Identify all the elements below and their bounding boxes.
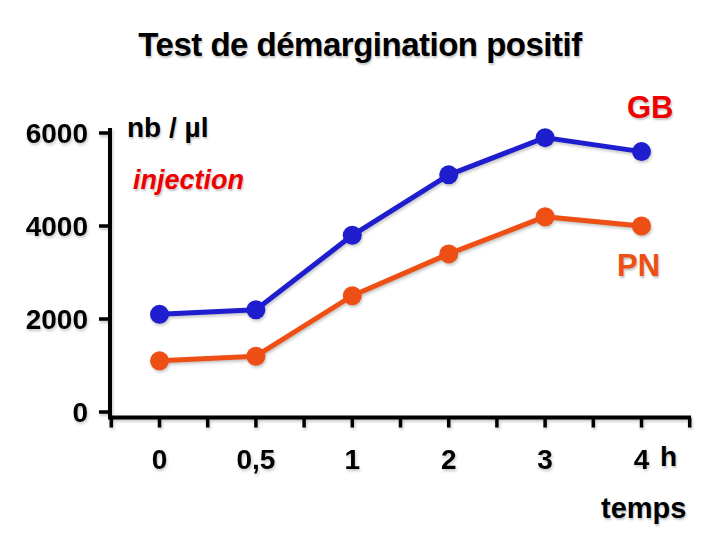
data-point-pn-3 xyxy=(439,244,458,263)
x-axis-label: temps xyxy=(601,492,686,525)
y-tick-label: 6000 xyxy=(26,118,88,149)
y-axis-label: nb / µl xyxy=(127,112,208,144)
data-point-gb-0 xyxy=(150,305,169,324)
line-chart-canvas: 0 2000 4000 6000 0 0,5 1 2 3 4 xyxy=(0,0,720,540)
slide: Test de démargination positif 0200040006… xyxy=(0,0,720,540)
data-point-gb-1 xyxy=(246,300,265,319)
data-point-pn-1 xyxy=(246,347,265,366)
y-tick-label: 4000 xyxy=(26,211,88,242)
injection-annotation: injection xyxy=(133,165,244,196)
data-point-pn-2 xyxy=(343,286,362,305)
x-tick-label: 3 xyxy=(537,444,553,475)
data-point-pn-4 xyxy=(536,207,555,226)
data-point-pn-5 xyxy=(632,217,651,236)
data-point-pn-0 xyxy=(150,351,169,370)
series-label-pn: PN xyxy=(617,248,660,284)
series-label-gb: GB xyxy=(627,90,674,126)
x-tick-label: 0 xyxy=(152,444,168,475)
x-tick-label: 1 xyxy=(345,444,361,475)
x-tick-label: 2 xyxy=(441,444,457,475)
x-tick-label: 0,5 xyxy=(236,444,275,475)
data-point-gb-3 xyxy=(439,165,458,184)
data-point-gb-5 xyxy=(632,142,651,161)
data-point-gb-2 xyxy=(343,226,362,245)
series-line-pn xyxy=(160,217,642,361)
x-tick-label: 4 xyxy=(634,444,650,475)
data-point-gb-4 xyxy=(536,128,555,147)
y-tick-label: 0 xyxy=(72,397,88,428)
x-axis-unit: h xyxy=(660,441,677,473)
y-tick-label: 2000 xyxy=(26,304,88,335)
